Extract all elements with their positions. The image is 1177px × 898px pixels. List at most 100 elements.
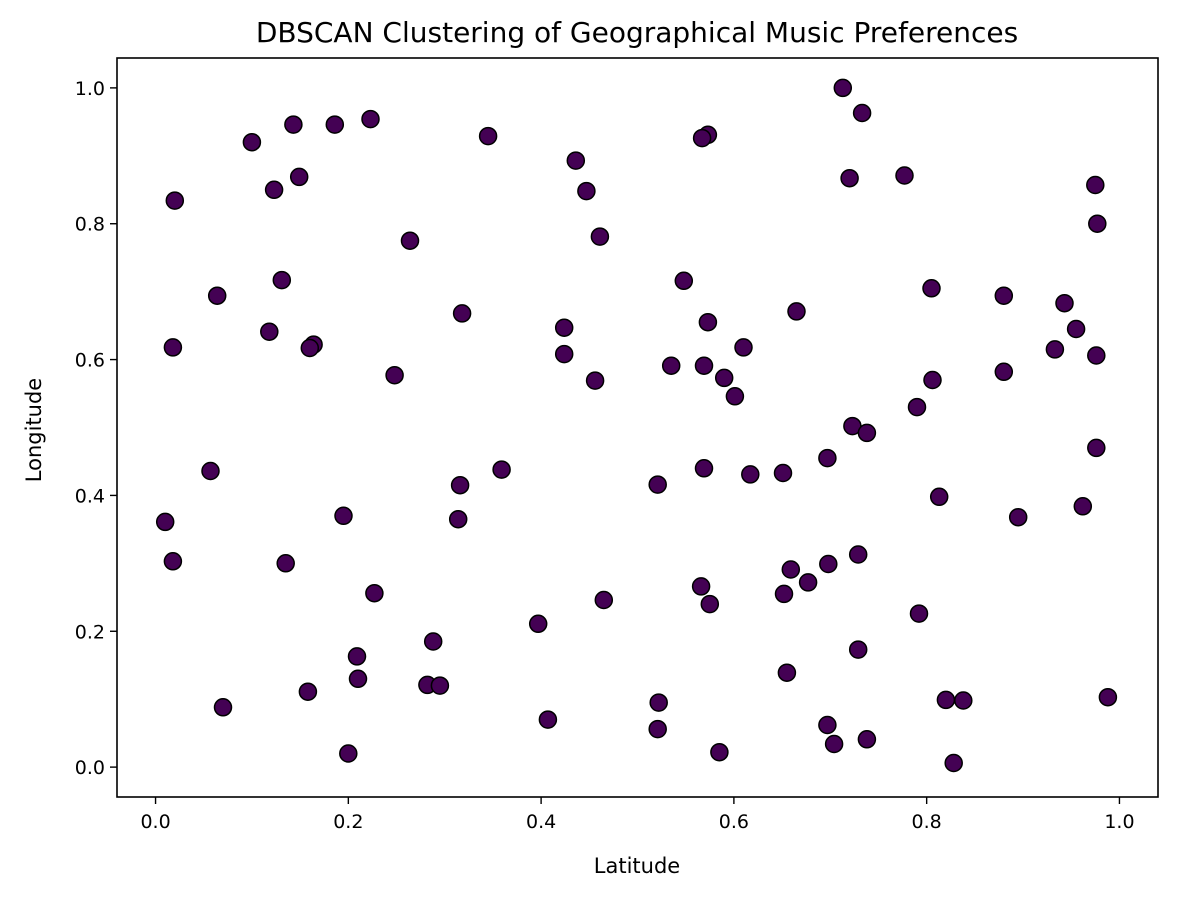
data-point-74	[594, 590, 614, 610]
data-point-46	[725, 387, 745, 406]
data-point-42	[385, 365, 404, 385]
data-point-84	[430, 676, 450, 695]
data-point-56	[741, 465, 760, 484]
data-point-55	[773, 463, 793, 483]
data-point-45	[923, 370, 942, 390]
data-point-86	[1098, 687, 1118, 707]
data-point-25	[1055, 293, 1074, 313]
data-point-64	[155, 512, 175, 532]
data-point-11	[289, 167, 309, 187]
data-point-49	[857, 423, 877, 443]
data-point-24	[994, 286, 1014, 305]
plot-frame	[116, 57, 1159, 798]
data-point-1	[852, 103, 872, 123]
y-tick-label: 0.2	[75, 621, 105, 643]
plot-area	[155, 78, 1118, 773]
data-point-92	[818, 715, 837, 735]
data-point-10	[895, 166, 914, 185]
data-point-43	[714, 368, 734, 388]
data-point-67	[276, 554, 295, 573]
x-tick-label: 0.4	[526, 811, 556, 833]
data-point-12	[840, 168, 859, 188]
data-point-40	[694, 356, 714, 375]
data-point-16	[165, 191, 185, 210]
data-point-0	[833, 78, 853, 98]
y-axis-label: Longitude	[22, 378, 46, 482]
chart-title: DBSCAN Clustering of Geographical Music …	[256, 16, 1018, 49]
data-point-81	[777, 663, 797, 682]
data-point-35	[300, 338, 320, 358]
data-point-85	[298, 682, 318, 701]
data-point-60	[1073, 497, 1093, 516]
data-point-62	[1008, 507, 1028, 527]
data-point-65	[848, 545, 868, 564]
data-point-23	[207, 286, 227, 305]
data-point-29	[554, 318, 574, 337]
data-point-54	[201, 461, 220, 481]
data-point-59	[929, 487, 949, 507]
data-point-33	[163, 338, 183, 357]
data-point-82	[348, 669, 368, 689]
data-point-39	[661, 356, 681, 375]
data-point-93	[648, 719, 667, 739]
data-point-87	[936, 690, 956, 710]
data-point-18	[590, 227, 610, 246]
data-point-30	[1066, 319, 1086, 339]
data-point-91	[538, 710, 558, 729]
data-point-9	[566, 151, 586, 170]
x-tick-label: 0.8	[912, 811, 942, 833]
data-point-38	[1087, 346, 1106, 365]
data-point-7	[692, 128, 712, 148]
y-tick-label: 0.4	[75, 485, 105, 507]
x-tick-label: 0.6	[719, 811, 749, 833]
data-point-71	[691, 577, 711, 596]
data-point-44	[585, 371, 605, 390]
data-point-78	[423, 632, 443, 651]
data-point-95	[824, 734, 844, 754]
data-point-3	[325, 115, 345, 134]
data-point-28	[698, 312, 718, 332]
data-point-68	[819, 554, 838, 574]
data-point-96	[710, 742, 729, 762]
data-point-4	[284, 115, 303, 134]
data-point-76	[909, 604, 929, 623]
data-point-31	[260, 322, 279, 341]
data-point-15	[577, 181, 596, 201]
data-point-17	[1088, 214, 1107, 233]
data-point-26	[787, 302, 806, 321]
x-axis-label: Latitude	[594, 854, 680, 878]
data-point-47	[907, 397, 927, 417]
data-point-21	[674, 271, 694, 291]
data-point-97	[339, 744, 358, 763]
data-point-70	[798, 573, 818, 592]
data-point-61	[334, 506, 353, 526]
data-point-2	[361, 109, 380, 129]
y-tick-label: 1.0	[75, 78, 105, 100]
data-point-53	[492, 460, 511, 479]
data-point-14	[264, 180, 284, 200]
data-point-37	[554, 344, 574, 364]
y-tick-label: 0.8	[75, 214, 105, 236]
data-point-52	[694, 459, 714, 478]
y-tick-label: 0.0	[75, 757, 105, 779]
x-tick-label: 0.0	[140, 811, 170, 833]
data-point-20	[272, 270, 292, 290]
data-point-90	[213, 698, 233, 717]
data-point-75	[700, 594, 720, 614]
data-point-22	[922, 279, 941, 298]
y-axis-ticks: 0.0 0.2 0.4 0.6 0.8 1.0	[75, 78, 117, 779]
data-point-8	[242, 132, 262, 152]
data-point-98	[944, 753, 963, 773]
data-point-57	[648, 475, 667, 494]
data-point-66	[163, 552, 183, 571]
data-point-94	[857, 730, 877, 749]
data-point-63	[448, 509, 468, 529]
data-point-41	[994, 362, 1014, 382]
data-point-13	[1086, 175, 1105, 195]
data-point-19	[400, 231, 420, 250]
y-tick-label: 0.6	[75, 350, 105, 372]
data-point-6	[478, 126, 498, 146]
data-point-51	[818, 448, 837, 468]
data-point-79	[848, 640, 868, 659]
